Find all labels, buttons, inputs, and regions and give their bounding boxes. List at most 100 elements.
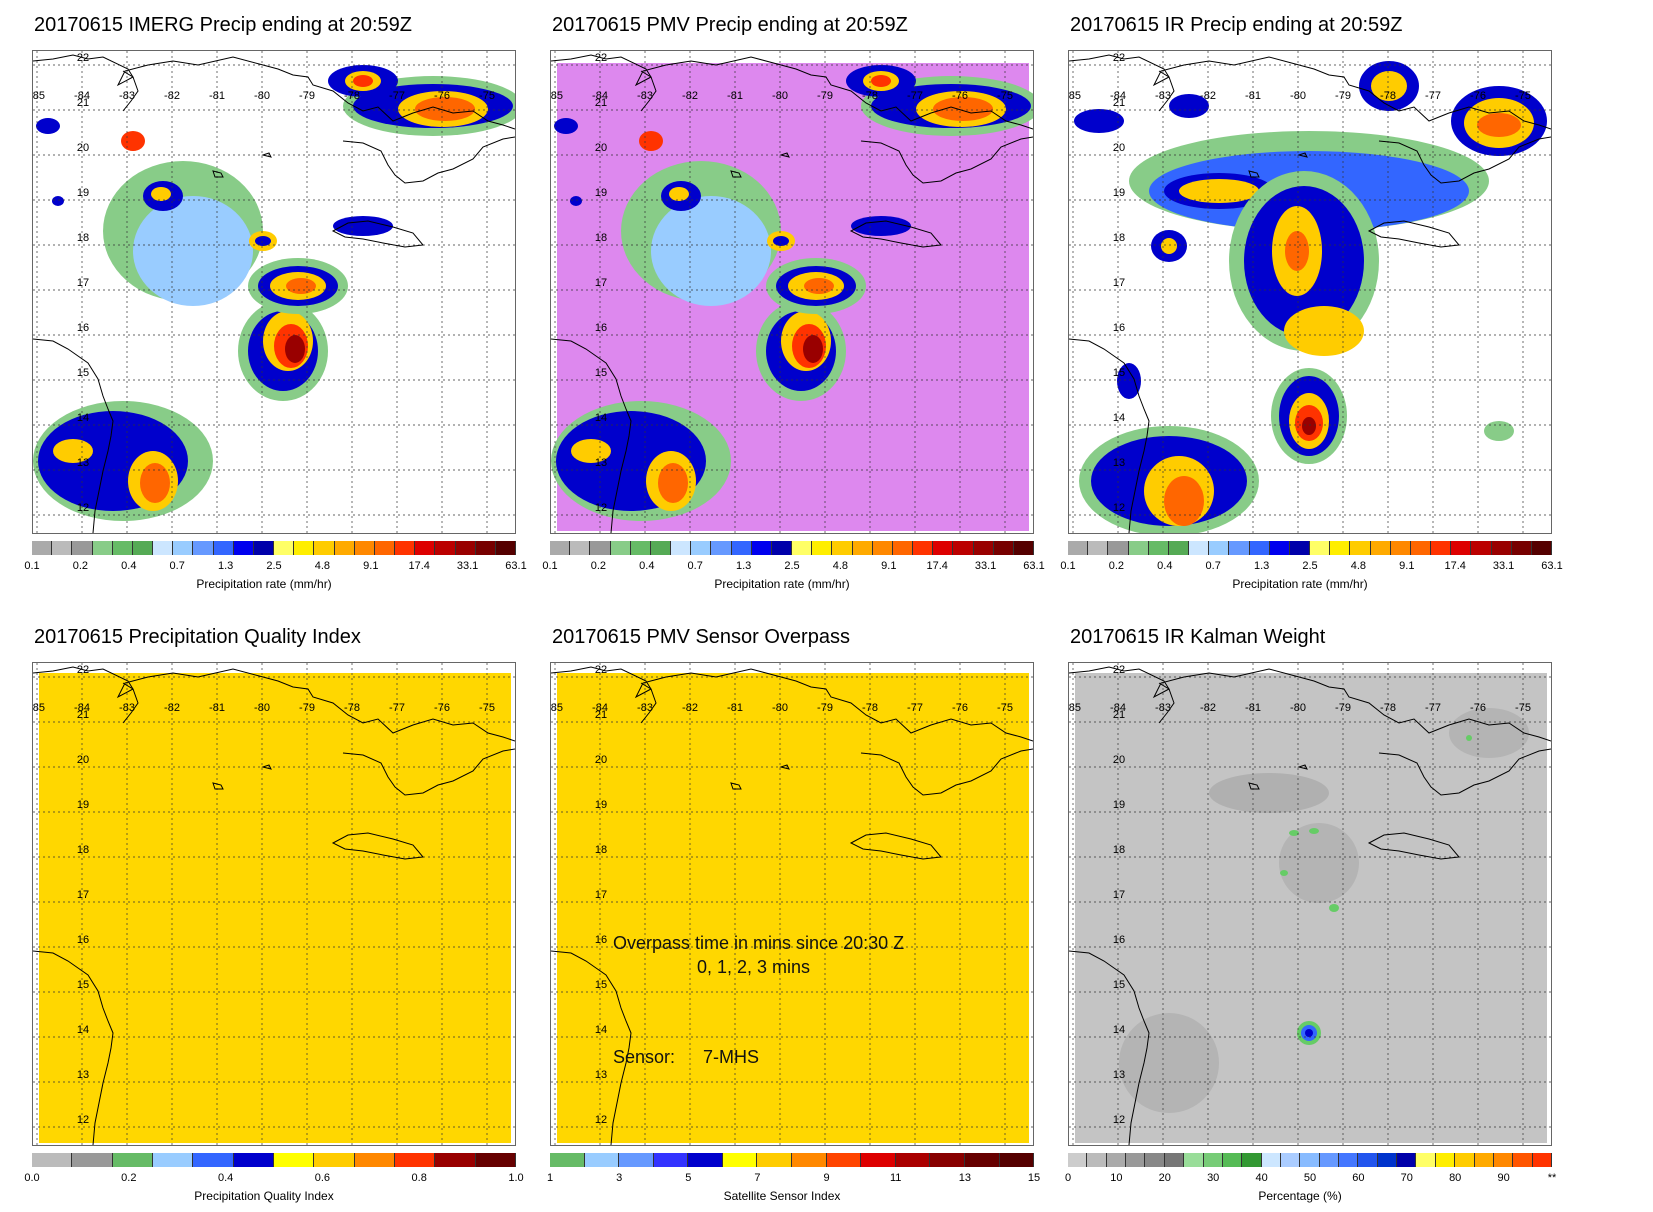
lat-tick-label: 12 xyxy=(595,1114,607,1126)
colorbar-segment xyxy=(294,541,315,555)
colorbar-segment xyxy=(1203,1153,1223,1167)
colorbar-segment xyxy=(812,541,833,555)
colorbar-ticks: 0 10 20 30 40 50 60 70 80 90 ** xyxy=(1036,1172,1596,1186)
lat-tick-label: 20 xyxy=(1113,142,1125,154)
lat-tick-label: 17 xyxy=(77,277,89,289)
colorbar-tick-label: 63.1 xyxy=(1023,560,1045,572)
colorbar-tick-label: 0.1 xyxy=(1060,560,1076,572)
lon-tick-label: -83 xyxy=(637,702,653,714)
colorbar-segment xyxy=(731,541,752,555)
lat-tick-label: 16 xyxy=(595,322,607,334)
lon-tick-label: -83 xyxy=(119,702,135,714)
lat-tick-label: 16 xyxy=(77,934,89,946)
lon-tick-label: -83 xyxy=(637,90,653,102)
colorbar-tick-label: 17.4 xyxy=(926,560,948,572)
lon-tick-label: -82 xyxy=(1200,90,1216,102)
overpass-time-values: 0, 1, 2, 3 mins xyxy=(697,957,811,977)
map-svg: -85 -84 -83 -82 -81 -80 -79 -78 -77 -76 -75 22 21 20 1… xyxy=(33,663,515,1145)
colorbar-segment xyxy=(653,1153,689,1167)
colorbar-kalman xyxy=(1068,1153,1552,1167)
colorbar-segment xyxy=(475,541,496,555)
lon-tick-label: -77 xyxy=(1425,702,1441,714)
colorbar-segment xyxy=(1358,1153,1378,1167)
lat-tick-label: 19 xyxy=(595,799,607,811)
colorbar-tick-label: 2.5 xyxy=(266,560,282,572)
lat-tick-label: 20 xyxy=(1113,754,1125,766)
colorbar-segment xyxy=(1164,1153,1185,1167)
lon-tick-label: -85 xyxy=(551,702,563,714)
lat-tick-label: 13 xyxy=(595,1069,607,1081)
colorbar-segment xyxy=(153,541,174,555)
colorbar-segment xyxy=(826,1153,862,1167)
colorbar-segment xyxy=(1068,1153,1088,1167)
colorbar-tick-label: 0.4 xyxy=(1157,560,1173,572)
colorbar-segment xyxy=(1261,1153,1281,1167)
colorbar-segment xyxy=(1511,541,1532,555)
lat-tick-label: 17 xyxy=(77,889,89,901)
lon-tick-label: -81 xyxy=(727,702,743,714)
colorbar-tick-label: 50 xyxy=(1303,1172,1317,1184)
colorbar-segment xyxy=(895,1153,931,1167)
lon-tick-label: -83 xyxy=(119,90,135,102)
colorbar-segment xyxy=(999,1153,1035,1167)
colorbar-segment xyxy=(792,1153,827,1167)
lon-tick-label: -77 xyxy=(907,90,923,102)
colorbar-segment xyxy=(1455,1153,1475,1167)
lon-tick-label: -85 xyxy=(551,90,563,102)
colorbar-segment xyxy=(1370,541,1391,555)
lat-tick-label: 19 xyxy=(77,187,89,199)
lat-tick-label: 22 xyxy=(595,664,607,676)
colorbar-tick-label: 0.0 xyxy=(24,1172,40,1184)
colorbar-segment xyxy=(861,1153,896,1167)
colorbar-tick-label: 0.6 xyxy=(314,1172,331,1184)
colorbar-tick-label: 17.4 xyxy=(1444,560,1466,572)
colorbar-tick-label: 40 xyxy=(1255,1172,1268,1184)
lon-tick-label: -76 xyxy=(434,702,450,714)
colorbar-segment xyxy=(1474,1153,1494,1167)
lat-tick-label: 14 xyxy=(595,1024,607,1036)
lat-tick-label: 13 xyxy=(77,457,89,469)
lat-tick-label: 18 xyxy=(77,844,89,856)
colorbar-segment xyxy=(193,1153,234,1167)
lat-tick-label: 21 xyxy=(595,709,607,721)
colorbar-segment xyxy=(771,541,793,555)
lon-tick-label: -82 xyxy=(682,90,698,102)
colorbar-tick-label: 0.4 xyxy=(639,560,655,572)
colorbar-tick-label: 0.7 xyxy=(1205,560,1221,572)
colorbar-tick-label: 80 xyxy=(1449,1172,1462,1184)
precip-map-imerg: -85 -84 -83 -82 -81 -80 -79 -78 -77 -76 -75 22 21 20 1… xyxy=(32,50,516,534)
colorbar-segment xyxy=(32,1153,73,1167)
colorbar-tick-label: 63.1 xyxy=(1541,560,1563,572)
colorbar-tick-label: 7 xyxy=(754,1172,761,1184)
colorbar-segment xyxy=(550,1153,585,1167)
precip-map-pmv: -85 -84 -83 -82 -81 -80 -79 -78 -77 -76 -75 22 21 20 1… xyxy=(550,50,1034,534)
lon-tick-label: -75 xyxy=(1515,90,1531,102)
colorbar-segment xyxy=(1088,541,1109,555)
colorbar-segment xyxy=(1491,541,1512,555)
colorbar-tick-label: 63.1 xyxy=(505,560,527,572)
lon-tick-label: -77 xyxy=(389,90,405,102)
lon-tick-label: -79 xyxy=(817,90,833,102)
colorbar-segment xyxy=(1493,1153,1514,1167)
colorbar-segment xyxy=(1330,541,1351,555)
colorbar-tick-label: 0 xyxy=(1064,1172,1072,1184)
lon-tick-label: -79 xyxy=(299,702,315,714)
colorbar-segment xyxy=(1416,1153,1436,1167)
map-svg: -85 -84 -83 -82 -81 -80 -79 -78 -77 -76 -75 22 21 20 1… xyxy=(1069,51,1551,533)
colorbar-segment xyxy=(933,541,954,555)
colorbar-tick-label: 5 xyxy=(685,1172,692,1184)
lat-tick-label: 22 xyxy=(1113,664,1125,676)
colorbar-tick-label: 33.1 xyxy=(456,560,479,572)
lon-tick-label: -78 xyxy=(862,702,878,714)
colorbar-segment xyxy=(274,541,295,555)
colorbar-tick-label: 0.7 xyxy=(169,560,185,572)
panel-kalman-weight: 20170615 IR Kalman Weight -85-84-83-82-8… xyxy=(1036,612,1556,1203)
colorbar-segment xyxy=(973,541,994,555)
colorbar-segment xyxy=(1390,541,1411,555)
colorbar-segment xyxy=(1184,1153,1204,1167)
colorbar-label: Precipitation rate (mm/hr) xyxy=(714,577,850,591)
lon-tick-label: -75 xyxy=(997,702,1013,714)
lon-tick-label: -79 xyxy=(299,90,315,102)
lon-tick-label: -78 xyxy=(1380,702,1396,714)
colorbar-label: Precipitation Quality Index xyxy=(194,1189,334,1203)
